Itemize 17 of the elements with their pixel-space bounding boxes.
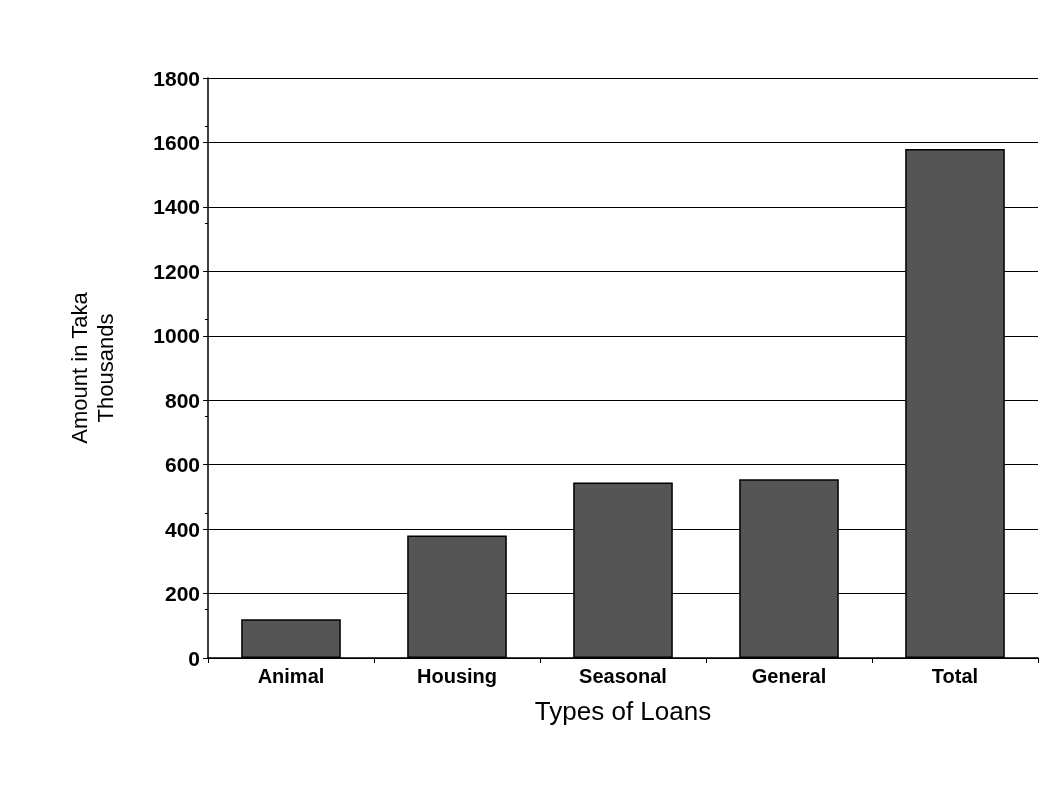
x-tick-label: Total bbox=[931, 665, 979, 687]
y-tick-label: 1000 bbox=[153, 324, 200, 348]
y-tick-label: 1400 bbox=[153, 195, 200, 219]
y-tick-label: 800 bbox=[164, 388, 200, 412]
y-tick-label: 1200 bbox=[153, 259, 200, 283]
x-tick-label: General bbox=[751, 665, 827, 687]
x-tick-label: Animal bbox=[257, 665, 325, 687]
y-tick-label: 200 bbox=[164, 582, 200, 606]
x-tick-label: Seasonal bbox=[579, 665, 667, 687]
y-tick-label: 400 bbox=[164, 517, 200, 541]
y-tick-label: 600 bbox=[164, 453, 200, 477]
y-tick-label: 0 bbox=[188, 646, 200, 670]
y-tick-label: 1600 bbox=[153, 130, 200, 154]
x-axis-title: Types of Loans bbox=[534, 696, 712, 726]
x-tick-label: Housing bbox=[417, 665, 497, 687]
y-axis-title: Amount in Taka Thousands bbox=[66, 291, 118, 444]
y-tick-label: 1800 bbox=[153, 66, 200, 90]
